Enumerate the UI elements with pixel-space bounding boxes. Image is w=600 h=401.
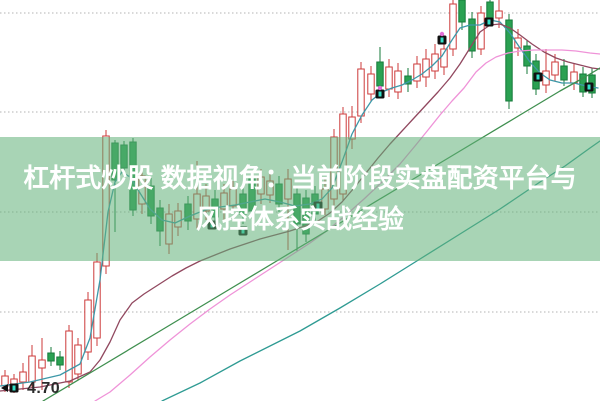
title-overlay-band: 杠杆式炒股 数据视角：当前阶段实盘配资平台与 风控体系实战经验 <box>0 137 600 261</box>
headline-line-2: 风控体系实战经验 <box>195 204 404 234</box>
headline-line-1: 杠杆式炒股 数据视角：当前阶段实盘配资平台与 <box>23 162 577 193</box>
price-low-label: 4.70 <box>27 380 61 397</box>
